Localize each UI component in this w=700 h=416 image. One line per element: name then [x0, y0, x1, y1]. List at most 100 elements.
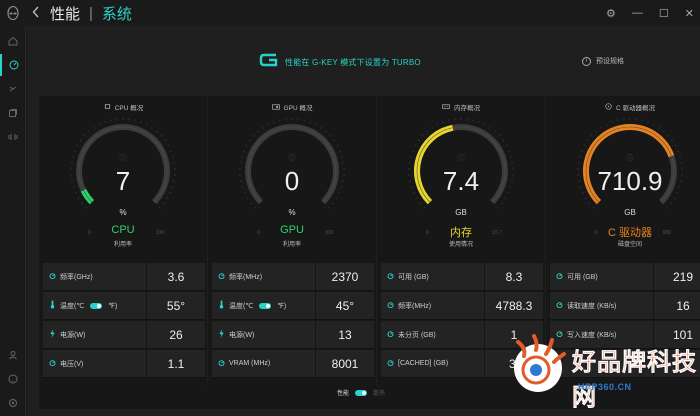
- info-icon: ⓘ: [119, 155, 127, 162]
- metric-value: 1.1: [167, 356, 185, 371]
- metric-label-text: 频率(MHz): [229, 273, 263, 281]
- metric-label-text: 频率(MHz): [398, 302, 432, 310]
- sidebar-item-library[interactable]: [0, 102, 26, 124]
- watermark-logo-icon: [514, 334, 566, 392]
- sound-icon: [8, 134, 18, 140]
- cpu-gauge-min-label: 0: [88, 230, 91, 236]
- sidebar-item-account[interactable]: [0, 344, 26, 366]
- settings-gear-icon[interactable]: ⚙: [606, 7, 616, 20]
- gpu-card-icon: [271, 104, 280, 112]
- gpu-gauge-min-label: 0: [257, 230, 260, 236]
- memory-gauge-value: 7.4: [442, 166, 480, 196]
- settings-icon: [9, 399, 17, 407]
- metric-value: 13: [338, 327, 352, 342]
- metric-label-text: 可用 (GB): [567, 273, 598, 281]
- sidebar-item-help[interactable]: [0, 368, 26, 390]
- metric-row: 频率(MHz) 4788.3: [381, 292, 543, 320]
- breadcrumb-performance[interactable]: 性能: [50, 5, 81, 23]
- metric-label: 电源(W): [212, 321, 316, 348]
- c-drive-gauge-value: 710.9: [597, 166, 663, 196]
- overview-panels: CPU 概况 ⓘ 7 % CPU 利用率 0 100: [39, 96, 700, 409]
- c-drive-gauge-ring: [577, 118, 683, 209]
- gpu-panel-title: GPU 概况: [283, 105, 313, 112]
- info-icon: ⓘ: [626, 155, 634, 162]
- cpu-gauge-max-label: 100: [155, 230, 164, 236]
- performance-mode-label[interactable]: 性能: [337, 391, 350, 397]
- maximize-button[interactable]: ☐: [658, 7, 669, 20]
- metric-label-text: 电源(W): [229, 331, 255, 339]
- info-icon: i: [582, 56, 591, 66]
- metric-value: 16: [676, 298, 690, 313]
- speedometer-icon: [555, 330, 563, 339]
- back-button[interactable]: [32, 5, 46, 22]
- metric-value: 3.6: [167, 269, 185, 284]
- metric-label: 温度(℃ ℉): [212, 292, 316, 319]
- metric-row: 未分页 (GB) 1: [381, 321, 543, 349]
- metric-row: 温度(℃ ℉) 55°: [43, 292, 205, 320]
- gpu-metrics-table: 频率(MHz) 2370 温度(℃ ℉) 45°: [212, 263, 374, 379]
- memory-panel-header: 内存概况: [377, 102, 545, 112]
- thermal-mode-label[interactable]: 散热: [373, 391, 386, 397]
- metric-label-text: 未分页 (GB): [398, 331, 436, 339]
- close-button[interactable]: ✕: [684, 7, 694, 20]
- speedometer-icon: [48, 359, 56, 368]
- metric-label: 可用 (GB): [550, 263, 654, 290]
- memory-metrics-table: 可用 (GB) 8.3 频率(MHz) 4788.3: [381, 263, 543, 379]
- metric-row: 可用 (GB) 219: [550, 263, 700, 291]
- breadcrumb-separator: |: [89, 4, 93, 22]
- brightness-icon: [9, 86, 17, 92]
- sidebar-item-audio[interactable]: [0, 126, 26, 148]
- metric-label: 写入速度 (KB/s): [550, 321, 654, 348]
- gpu-gauge-unit: %: [288, 208, 296, 217]
- c-drive-panel-title: C 驱动器概况: [616, 105, 655, 112]
- metric-row: 写入速度 (KB/s) 101: [550, 321, 700, 349]
- metric-row: 频率(GHz) 3.6: [43, 263, 205, 291]
- cpu-chip-icon: [104, 103, 111, 112]
- metric-label: VRAM (MHz): [212, 350, 316, 377]
- metric-label-text: 频率(GHz): [60, 273, 93, 281]
- watermark-url: HPP360.CN: [578, 382, 632, 392]
- memory-gauge: ⓘ 7.4 GB 内存 使用情况 0 15.7: [406, 116, 516, 248]
- lightning-icon: [217, 329, 225, 340]
- mode-toggle[interactable]: [355, 389, 368, 396]
- help-icon: [8, 374, 18, 384]
- metric-label: 电压(V): [43, 350, 147, 377]
- sidebar-item-settings[interactable]: [0, 392, 26, 414]
- minimize-button[interactable]: —: [631, 7, 643, 19]
- cpu-gauge-value: 7: [115, 166, 131, 196]
- gpu-gauge-max-label: 100: [324, 230, 333, 236]
- sidebar-item-performance[interactable]: [0, 54, 26, 76]
- cpu-gauge-name: CPU: [111, 224, 135, 236]
- c-drive-panel-header: C 驱动器概况: [546, 102, 700, 112]
- c-drive-gauge: ⓘ 710.9 GB C 驱动器 磁盘空间 0 930: [575, 116, 685, 248]
- sidebar-item-lighting[interactable]: [0, 78, 26, 100]
- cpu-gauge-ring: [70, 118, 176, 209]
- metric-label: 电源(W): [43, 321, 147, 348]
- gpu-gauge-value: 0: [284, 166, 300, 196]
- temperature-unit-toggle[interactable]: [259, 302, 272, 309]
- metric-label-text: 电源(W): [60, 331, 86, 339]
- c-drive-gauge-min-label: 0: [595, 230, 598, 236]
- temperature-label-celsius: 温度(℃: [60, 302, 85, 310]
- chevron-left-icon: [32, 6, 39, 17]
- info-icon: ⓘ: [457, 155, 465, 162]
- metric-value: 1: [510, 327, 518, 342]
- cpu-panel-title: CPU 概况: [114, 105, 144, 112]
- memory-gauge-unit: GB: [455, 208, 467, 217]
- sidebar-item-home[interactable]: [0, 30, 26, 52]
- drive-icon: [605, 103, 612, 112]
- sidebar: [0, 26, 26, 416]
- metric-label-text: VRAM (MHz): [229, 360, 271, 367]
- metric-row: [550, 350, 700, 378]
- metric-label: 频率(MHz): [212, 263, 316, 290]
- metric-label: [CACHED] (GB): [381, 350, 485, 377]
- preset-specs-button[interactable]: i 预设规格: [582, 56, 624, 66]
- metric-value: 3.: [508, 356, 519, 371]
- temperature-unit-toggle[interactable]: [90, 302, 103, 309]
- c-drive-gauge-name: C 驱动器: [608, 227, 652, 239]
- metric-label: [550, 350, 654, 377]
- mode-switch: 性能 散热: [337, 388, 385, 397]
- gpu-gauge-ring: [239, 118, 345, 209]
- thermometer-icon: [217, 300, 225, 311]
- metric-row: 读取速度 (KB/s) 16: [550, 292, 700, 320]
